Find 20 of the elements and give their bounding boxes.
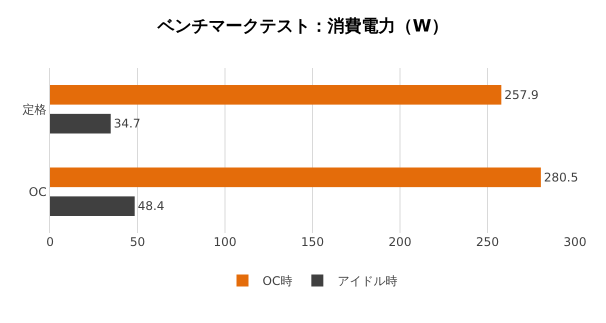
bar <box>50 114 111 134</box>
data-label: 257.9 <box>504 88 539 102</box>
y-tick-label: 定格 <box>22 102 47 116</box>
x-tick-label: 0 <box>46 235 54 249</box>
x-tick-label: 150 <box>301 235 324 249</box>
legend-label: OC時 <box>262 274 292 288</box>
x-tick-label: 100 <box>214 235 236 249</box>
chart-title: ベンチマークテスト：消費電力（W） <box>156 16 448 36</box>
y-tick-label: OC <box>28 184 47 199</box>
bar <box>50 85 502 105</box>
bar <box>50 168 541 188</box>
data-label: 34.7 <box>114 116 140 131</box>
x-tick-label: 250 <box>476 235 499 249</box>
x-tick-label: 200 <box>388 235 412 249</box>
data-label: 48.4 <box>138 199 164 214</box>
legend-label: アイドル時 <box>337 274 398 288</box>
x-tick-label: 300 <box>564 235 586 249</box>
x-tick-label: 50 <box>130 235 146 249</box>
data-label: 280.5 <box>544 170 578 184</box>
bar <box>50 196 135 216</box>
